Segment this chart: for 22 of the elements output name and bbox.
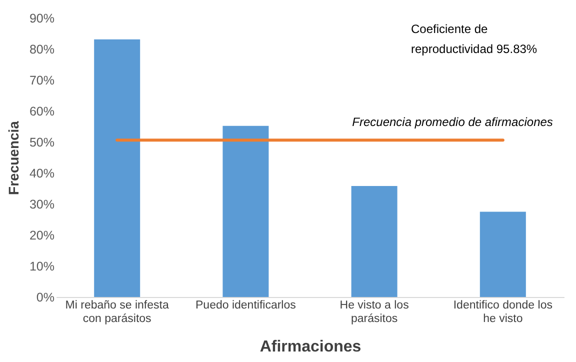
y-axis-title: Frecuencia <box>5 120 22 195</box>
y-tick-label: 10% <box>29 260 54 274</box>
bar <box>94 39 140 297</box>
x-tick-label: He visto a los parásitos <box>340 300 410 325</box>
x-tick-label: Puedo identificarlos <box>196 300 296 312</box>
y-tick-label: 60% <box>29 104 54 118</box>
y-tick-label: 40% <box>29 166 54 180</box>
ref-line-label: Frecuencia promedio de afirmaciones <box>352 115 553 130</box>
y-tick-label: 0% <box>36 290 54 304</box>
x-tick-label: Mi rebaño se infesta con parásitos <box>65 300 170 325</box>
y-tick-label: 50% <box>29 136 54 150</box>
y-tick-label: 30% <box>29 198 54 212</box>
y-tick-label: 70% <box>29 74 54 88</box>
annotation: Coeficiente de reproductividad 95.83% <box>411 22 538 56</box>
bar <box>480 212 526 297</box>
bar <box>351 186 398 297</box>
y-tick-label: 20% <box>29 228 54 242</box>
y-tick-label: 90% <box>29 12 54 26</box>
y-tick-label: 80% <box>29 42 54 56</box>
x-tick-label: Identifico donde los he visto <box>453 300 553 325</box>
x-axis-title: Afirmaciones <box>260 338 362 356</box>
bar <box>222 126 269 297</box>
